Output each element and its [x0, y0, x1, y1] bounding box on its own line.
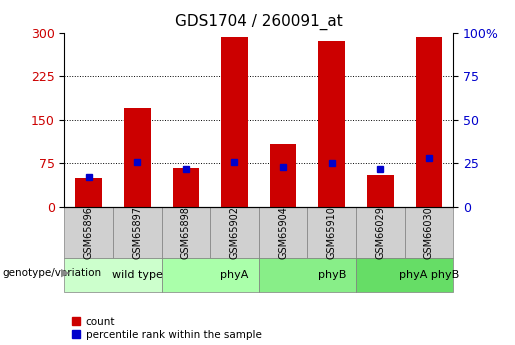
Text: wild type: wild type — [112, 270, 163, 279]
Text: GSM66029: GSM66029 — [375, 206, 385, 259]
Bar — [162, 258, 259, 292]
Text: GSM65897: GSM65897 — [132, 206, 142, 259]
Text: phyA: phyA — [220, 270, 249, 279]
Text: GSM65910: GSM65910 — [327, 206, 337, 259]
Bar — [162, 207, 210, 258]
Title: GDS1704 / 260091_at: GDS1704 / 260091_at — [175, 14, 342, 30]
Bar — [367, 175, 393, 207]
Text: GSM65904: GSM65904 — [278, 206, 288, 259]
Bar — [307, 207, 356, 258]
Text: genotype/variation: genotype/variation — [3, 268, 101, 278]
Bar — [64, 258, 162, 292]
Legend: count, percentile rank within the sample: count, percentile rank within the sample — [72, 317, 262, 340]
Bar — [318, 41, 345, 207]
Bar — [64, 207, 113, 258]
Text: ▶: ▶ — [61, 268, 70, 278]
Text: GSM65898: GSM65898 — [181, 206, 191, 259]
Bar — [113, 207, 162, 258]
Text: GSM65902: GSM65902 — [230, 206, 239, 259]
Bar — [221, 37, 248, 207]
Bar — [259, 258, 356, 292]
Bar — [356, 207, 405, 258]
Bar — [210, 207, 259, 258]
Bar — [356, 258, 453, 292]
Text: GSM66030: GSM66030 — [424, 206, 434, 259]
Text: phyB: phyB — [318, 270, 346, 279]
Bar — [124, 108, 151, 207]
Text: GSM65896: GSM65896 — [83, 206, 94, 259]
Bar — [259, 207, 307, 258]
Text: phyA phyB: phyA phyB — [399, 270, 459, 279]
Bar — [416, 37, 442, 207]
Bar — [75, 178, 102, 207]
Bar — [173, 168, 199, 207]
Bar — [270, 144, 297, 207]
Bar — [405, 207, 453, 258]
